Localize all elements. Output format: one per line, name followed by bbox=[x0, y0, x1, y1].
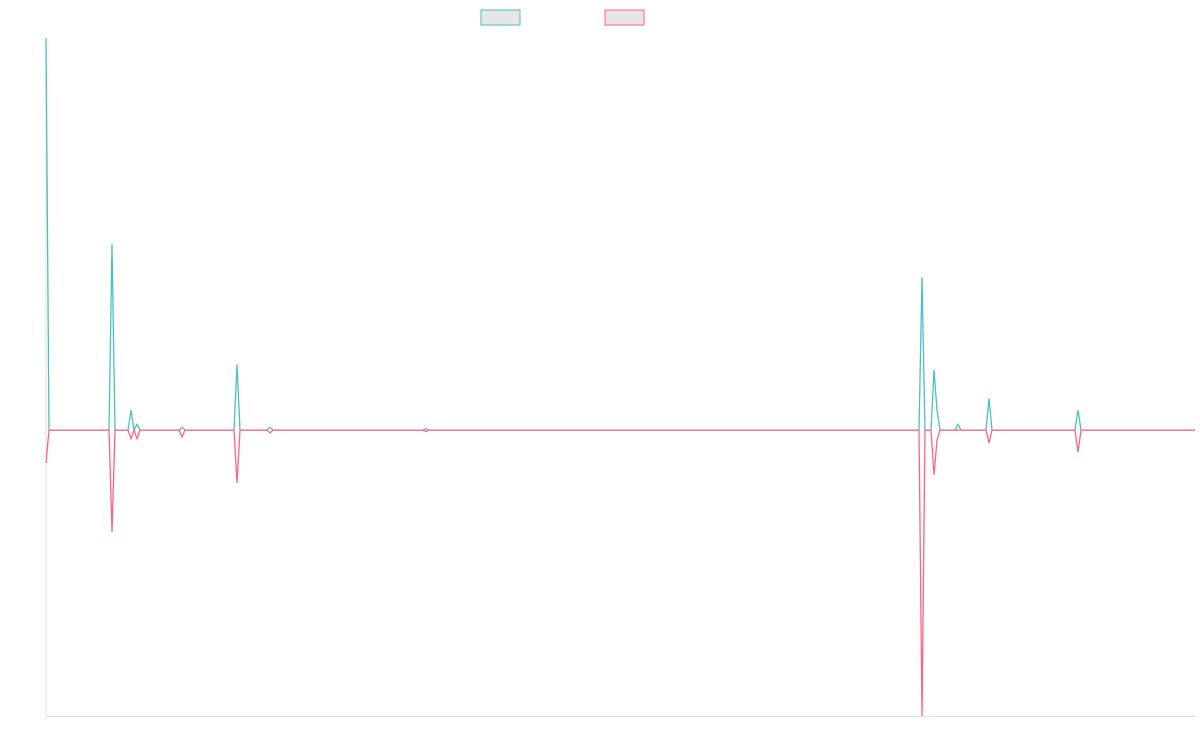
series-line bbox=[45, 38, 1195, 433]
series-line bbox=[45, 428, 1195, 717]
legend-swatch bbox=[604, 9, 645, 26]
legend-swatch bbox=[480, 9, 521, 26]
